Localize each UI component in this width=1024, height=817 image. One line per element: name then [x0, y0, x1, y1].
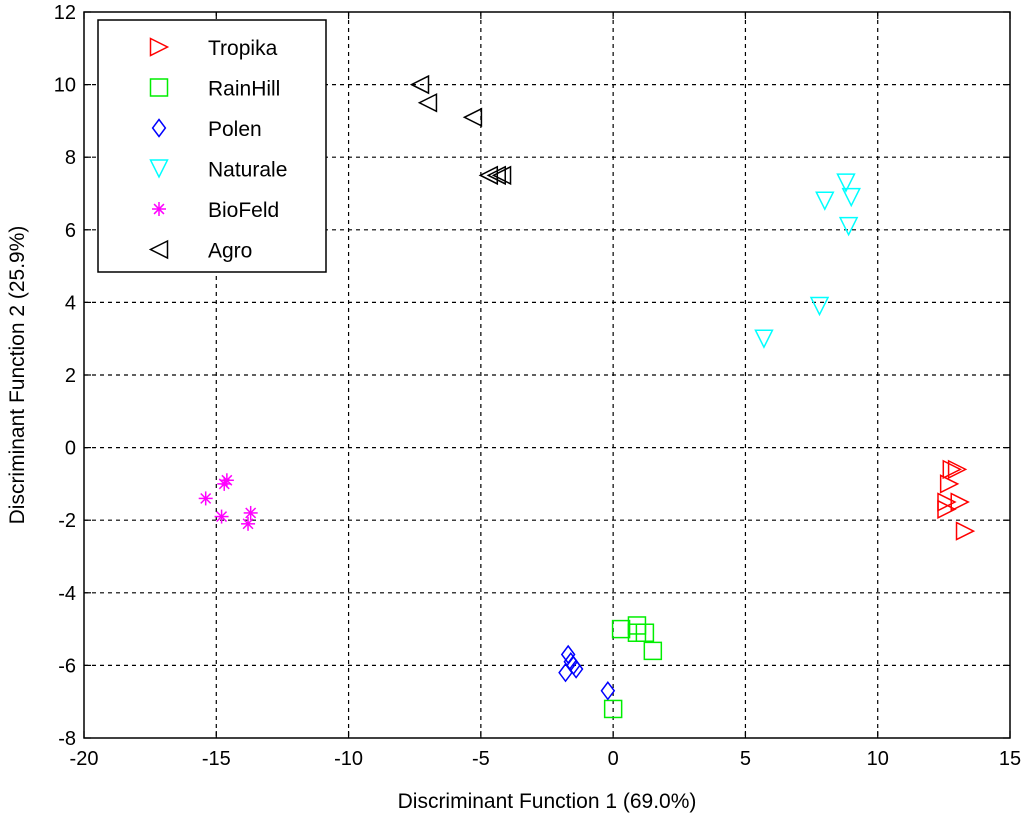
y-axis-label: Discriminant Function 2 (25.9%): [6, 226, 29, 525]
legend-marker-agro: [148, 239, 169, 260]
y-tick-label: 4: [65, 292, 76, 314]
legend-marker-biofeld: [152, 202, 166, 216]
series-naturale: [754, 173, 861, 349]
point-tropika: [955, 521, 976, 541]
legend-label: RainHill: [208, 78, 280, 101]
x-tick-label: 5: [740, 748, 751, 770]
series-biofeld: [198, 473, 258, 531]
series-rainhill: [603, 616, 663, 719]
legend-marker-rainhill: [149, 78, 169, 97]
x-tick-label: 10: [867, 748, 889, 770]
point-rainhill: [643, 641, 663, 661]
point-agro: [478, 165, 499, 186]
legend-item-naturale: Naturale: [149, 159, 287, 182]
y-tick-label: 12: [54, 2, 76, 24]
legend-item-tropika: Tropika: [149, 37, 278, 60]
x-tick-label: -15: [202, 748, 231, 770]
series-agro: [409, 74, 512, 186]
plot-frame: [83, 11, 1011, 739]
point-rainhill: [635, 623, 655, 642]
point-tropika: [950, 492, 970, 512]
point-polen: [568, 659, 584, 679]
legend-marker-naturale: [149, 159, 169, 179]
y-tick-label: 0: [65, 438, 76, 460]
legend-label: Polen: [208, 118, 262, 141]
legend: Tropika RainHill Polen Naturale BioFeld Agro: [97, 19, 327, 273]
point-biofeld: [217, 476, 232, 491]
legend-item-rainhill: RainHill: [149, 78, 280, 101]
y-tick-label: 10: [54, 75, 76, 97]
legend-box: [97, 19, 327, 273]
point-tropika: [947, 459, 968, 480]
x-tick-label: -20: [70, 748, 99, 770]
point-naturale: [809, 296, 830, 317]
point-naturale: [838, 216, 859, 237]
point-agro: [417, 93, 438, 113]
legend-item-polen: Polen: [151, 118, 262, 141]
point-rainhill: [603, 699, 623, 719]
y-tick-label: -2: [58, 510, 76, 532]
x-tick-label: 15: [999, 748, 1021, 770]
point-tropika: [942, 459, 962, 480]
y-tick-label: 8: [65, 147, 76, 169]
point-agro: [486, 165, 506, 186]
legend-marker-tropika: [149, 37, 170, 57]
y-tick-label: -4: [58, 583, 76, 605]
point-polen: [558, 662, 573, 683]
point-polen: [600, 681, 616, 701]
point-naturale: [836, 173, 856, 193]
y-tick-label: -8: [58, 728, 76, 750]
point-tropika: [937, 499, 957, 520]
point-agro: [409, 74, 430, 95]
x-tick-label: -10: [334, 748, 363, 770]
point-agro: [491, 165, 512, 186]
point-tropika: [939, 474, 960, 494]
points-layer: [198, 74, 976, 719]
legend-item-biofeld: BioFeld: [152, 199, 279, 222]
y-tick-label: 6: [65, 220, 76, 242]
series-polen: [558, 644, 616, 701]
grid-layer: [84, 12, 1010, 738]
legend-label: Agro: [208, 240, 252, 263]
point-agro: [462, 107, 483, 127]
x-tick-label: 0: [608, 748, 619, 770]
point-naturale: [754, 329, 774, 349]
y-tick-label: -6: [58, 655, 76, 677]
y-tick-label: 2: [65, 365, 76, 387]
point-biofeld: [198, 491, 213, 506]
legend-label: Naturale: [208, 159, 287, 182]
legend-item-agro: Agro: [148, 239, 252, 263]
legend-label: Tropika: [208, 37, 278, 60]
point-polen: [566, 655, 581, 676]
x-tick-label: -5: [472, 748, 490, 770]
point-rainhill: [611, 619, 631, 639]
point-naturale: [815, 191, 835, 211]
point-biofeld: [214, 509, 229, 524]
x-axis-label: Discriminant Function 1 (69.0%): [398, 790, 697, 813]
point-naturale: [841, 187, 861, 208]
series-tropika: [937, 459, 976, 541]
point-biofeld: [243, 505, 258, 520]
legend-label: BioFeld: [208, 199, 279, 222]
legend-marker-polen: [151, 118, 167, 138]
point-biofeld: [241, 516, 256, 531]
